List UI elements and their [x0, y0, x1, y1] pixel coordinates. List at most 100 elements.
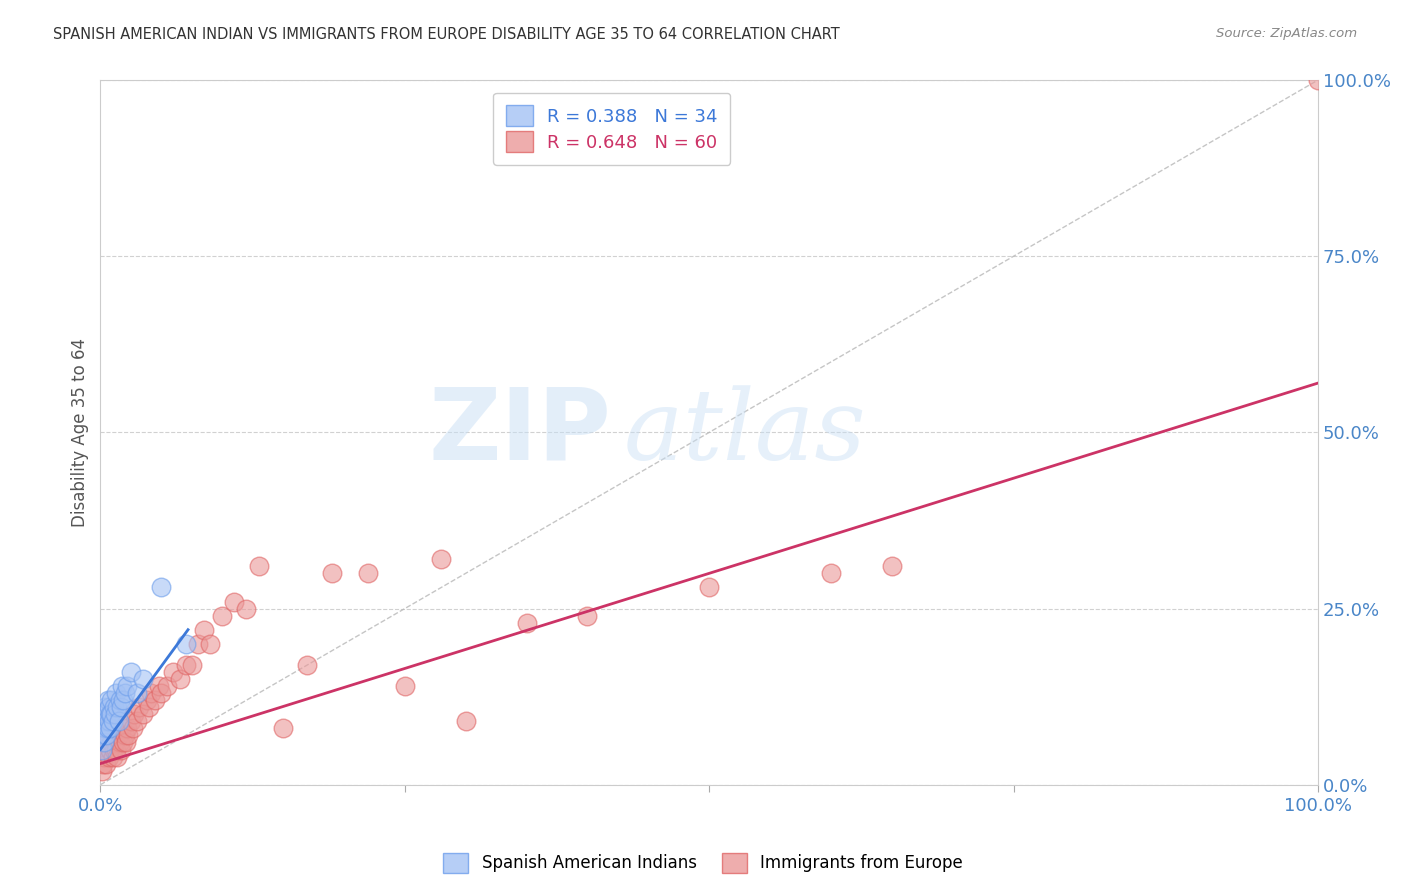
Point [128, 700, 150, 714]
Point [97, 749, 120, 764]
Text: ZIP: ZIP [429, 384, 612, 481]
Point [174, 637, 197, 651]
Point [357, 566, 380, 581]
Point [111, 679, 134, 693]
Point [112, 693, 135, 707]
Point [174, 657, 197, 672]
Text: Source: ZipAtlas.com: Source: ZipAtlas.com [1216, 27, 1357, 40]
Text: SPANISH AMERICAN INDIAN VS IMMIGRANTS FROM EUROPE DISABILITY AGE 35 TO 64 CORREL: SPANISH AMERICAN INDIAN VS IMMIGRANTS FR… [53, 27, 841, 42]
Point [104, 735, 127, 749]
Point [103, 700, 125, 714]
Point [516, 615, 538, 630]
Point [107, 728, 129, 742]
Point [454, 714, 477, 729]
Point [150, 581, 173, 595]
Point [91, 756, 114, 771]
Point [110, 742, 132, 756]
Point [235, 601, 257, 615]
Point [297, 657, 319, 672]
Point [90, 764, 112, 778]
Point [180, 657, 202, 672]
Point [100, 735, 122, 749]
Point [98, 742, 121, 756]
Point [91, 728, 114, 742]
Point [125, 686, 148, 700]
Point [138, 700, 160, 714]
Point [430, 552, 453, 566]
Point [162, 665, 184, 679]
Point [198, 637, 221, 651]
Point [97, 714, 120, 729]
Point [880, 559, 903, 574]
Point [107, 714, 129, 729]
Point [112, 735, 135, 749]
Point [104, 707, 127, 722]
Point [101, 749, 124, 764]
Point [187, 637, 209, 651]
Point [110, 700, 132, 714]
Point [97, 722, 120, 736]
Point [100, 707, 122, 722]
Point [124, 707, 146, 722]
Point [132, 672, 155, 686]
Point [321, 566, 343, 581]
Point [105, 686, 128, 700]
Point [96, 714, 118, 729]
Point [120, 714, 142, 729]
Point [697, 581, 720, 595]
Point [132, 707, 155, 722]
Point [122, 722, 145, 736]
Point [97, 735, 120, 749]
Point [211, 608, 233, 623]
Point [90, 742, 112, 756]
Point [394, 679, 416, 693]
Legend: R = 0.388   N = 34, R = 0.648   N = 60: R = 0.388 N = 34, R = 0.648 N = 60 [494, 93, 731, 165]
Point [108, 735, 131, 749]
Point [120, 665, 142, 679]
Point [247, 559, 270, 574]
Point [148, 679, 170, 693]
Point [94, 700, 117, 714]
Point [100, 693, 122, 707]
Point [114, 728, 136, 742]
Point [93, 749, 115, 764]
Point [94, 722, 117, 736]
Point [97, 700, 120, 714]
Point [135, 693, 157, 707]
Point [115, 722, 138, 736]
Text: atlas: atlas [624, 384, 866, 480]
Point [98, 707, 121, 722]
Point [150, 686, 173, 700]
Point [97, 693, 120, 707]
Point [103, 742, 125, 756]
Point [98, 722, 121, 736]
Point [125, 714, 148, 729]
Legend: Spanish American Indians, Immigrants from Europe: Spanish American Indians, Immigrants fro… [437, 847, 969, 880]
Point [101, 714, 124, 729]
Point [820, 566, 842, 581]
Point [271, 722, 294, 736]
Point [105, 742, 128, 756]
Point [96, 756, 118, 771]
Point [117, 728, 139, 742]
Point [96, 728, 118, 742]
Y-axis label: Disability Age 35 to 64: Disability Age 35 to 64 [72, 338, 89, 527]
Point [115, 735, 138, 749]
Point [93, 735, 115, 749]
Point [156, 679, 179, 693]
Point [108, 693, 131, 707]
Point [193, 623, 215, 637]
Point [224, 594, 246, 608]
Point [94, 742, 117, 756]
Point [111, 722, 134, 736]
Point [114, 686, 136, 700]
Point [169, 672, 191, 686]
Point [93, 707, 115, 722]
Point [105, 700, 128, 714]
Point [105, 749, 128, 764]
Point [91, 714, 114, 729]
Point [143, 693, 166, 707]
Point [115, 679, 138, 693]
Point [576, 608, 599, 623]
Point [1308, 73, 1330, 87]
